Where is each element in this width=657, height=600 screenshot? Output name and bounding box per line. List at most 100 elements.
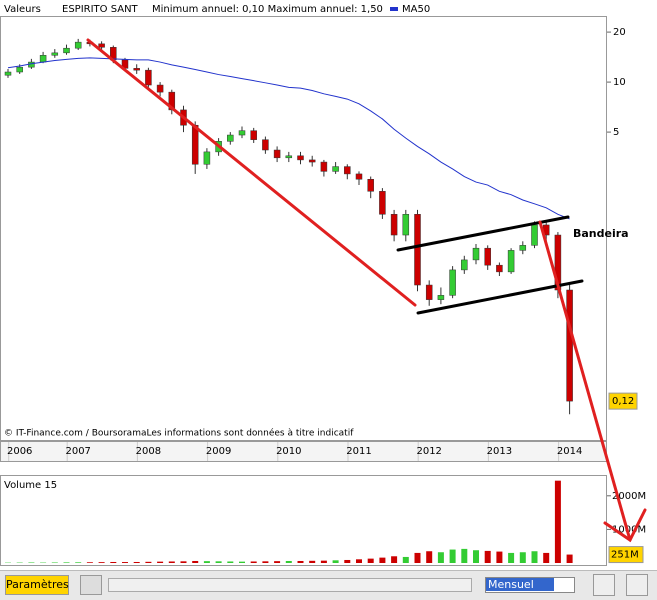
- candle-body: [273, 149, 281, 159]
- last-value-box: [608, 546, 644, 564]
- volume-bar: [98, 562, 105, 563]
- volume-bar: [566, 554, 573, 563]
- y-tick-label: 20: [613, 27, 626, 38]
- volume-title: Volume 15: [4, 480, 57, 491]
- annotation-label: Bandeira: [573, 227, 629, 240]
- candle-body: [437, 295, 445, 300]
- candle-body: [203, 151, 211, 165]
- zoom-out[interactable]: [593, 574, 615, 596]
- settings-button[interactable]: Paramètres: [5, 575, 69, 595]
- candle-body: [285, 155, 293, 159]
- last-value-label: 251M: [611, 550, 639, 561]
- candle-body: [367, 179, 374, 192]
- x-tick-label: 2014: [557, 446, 582, 457]
- volume-bar: [192, 560, 199, 563]
- period-value: Mensuel: [486, 578, 554, 591]
- x-tick-label: 2009: [206, 446, 231, 457]
- volume-bar: [391, 556, 398, 563]
- volume-bar: [63, 562, 70, 563]
- y-tick-label: 5: [613, 127, 619, 138]
- trend-line: [86, 38, 417, 307]
- volume-bar: [215, 561, 222, 563]
- candle-body: [63, 47, 70, 54]
- year-strip: [0, 441, 607, 462]
- volume-bar: [86, 562, 93, 563]
- candle-body: [4, 71, 12, 76]
- candle-body: [145, 69, 152, 86]
- price-panel: [0, 16, 607, 441]
- channel-line: [416, 279, 584, 315]
- candle-body: [344, 166, 351, 175]
- print-button[interactable]: [80, 575, 102, 595]
- volume-bar: [274, 561, 281, 563]
- candle-body: [379, 191, 386, 215]
- candle-body: [414, 214, 421, 286]
- candle-body: [133, 68, 140, 71]
- annotations: Bandeira: [86, 38, 647, 543]
- header-label: Valeurs: [4, 4, 41, 15]
- candle-body: [355, 173, 363, 180]
- volume-bar: [145, 561, 152, 563]
- volume-bar: [168, 561, 175, 563]
- candle-body: [519, 245, 527, 251]
- volume-bar: [508, 552, 515, 563]
- x-tick-label: 2012: [416, 446, 441, 457]
- candle-body: [320, 161, 328, 172]
- candle-body: [308, 159, 316, 163]
- candle-body: [238, 130, 246, 136]
- period-select[interactable]: Mensuel: [485, 577, 575, 593]
- candle-body: [496, 264, 503, 273]
- candle-body: [98, 43, 105, 48]
- y-tick-label: 1000M: [612, 524, 646, 535]
- candle-body: [51, 52, 59, 56]
- volume-bar: [461, 548, 468, 563]
- volume-bar: [484, 550, 491, 563]
- symbol: ESPIRITO SANT: [62, 4, 139, 15]
- volume-bar: [309, 560, 316, 563]
- candle-body: [425, 284, 433, 300]
- candle-body: [262, 139, 269, 151]
- volume-bar: [332, 560, 339, 563]
- scrollbar[interactable]: [108, 578, 472, 592]
- candle-body: [390, 214, 398, 236]
- candle-body: [449, 269, 456, 296]
- candle-body: [332, 166, 339, 172]
- candle-body: [507, 250, 515, 273]
- volume-bar: [180, 561, 187, 563]
- volume-bar: [239, 561, 245, 563]
- volume-bar: [367, 558, 374, 563]
- arrow-head: [603, 508, 647, 543]
- candle-body: [297, 155, 304, 161]
- source-note: © IT-Finance.com / BoursoramaLes informa…: [4, 428, 354, 439]
- volume-bar: [437, 552, 444, 563]
- candle-body: [472, 247, 480, 261]
- candle-body: [461, 259, 468, 271]
- candle-body: [566, 289, 573, 402]
- volume-bar: [449, 549, 456, 563]
- candle-body: [168, 91, 176, 111]
- volume-bar: [402, 556, 409, 563]
- volume-bar: [297, 560, 304, 563]
- volume-bar: [122, 562, 128, 563]
- ma-line: [7, 57, 570, 220]
- volume-bar: [262, 561, 269, 563]
- volume-bar: [554, 480, 561, 563]
- last-value-label: 0,12: [612, 396, 634, 407]
- y-tick-label: 10: [613, 77, 626, 88]
- volume-bar: [543, 552, 550, 563]
- volume-bar: [414, 552, 421, 563]
- chart: Valeurs ESPIRITO SANT Minimum annuel: 0,…: [0, 4, 647, 566]
- candle-body: [484, 247, 491, 266]
- x-tick-label: 2006: [7, 446, 32, 457]
- candle-body: [191, 124, 199, 165]
- volume-bar: [28, 562, 35, 563]
- zoom-in[interactable]: [626, 574, 648, 596]
- volume-bar: [285, 560, 292, 563]
- volume-panel: [0, 475, 607, 566]
- volume-bar: [473, 550, 479, 563]
- candle-body: [39, 55, 47, 63]
- volume-bar: [227, 561, 234, 563]
- volume-bar: [133, 561, 140, 563]
- candle-body: [250, 130, 257, 140]
